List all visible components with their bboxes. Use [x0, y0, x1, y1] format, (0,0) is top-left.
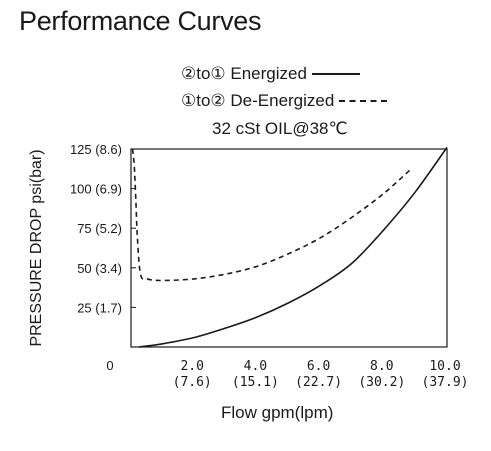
y-tick-label: 50 (3.4) — [77, 261, 122, 276]
series-line-energized — [138, 146, 448, 348]
y-tick-label: 100 (6.9) — [70, 182, 122, 197]
x-tick-label: 8.0 — [370, 359, 393, 374]
x-tick-sublabel: (15.1) — [232, 375, 279, 390]
legend-condition-note: 32 cSt OIL@38℃ — [212, 119, 348, 138]
legend-entry-de-energized: ①to② De-Energized — [181, 91, 491, 111]
series-line-de-energized — [131, 148, 413, 282]
y-tick-label: 25 (1.7) — [77, 300, 122, 315]
x-tick-sublabel: (30.2) — [358, 375, 405, 390]
x-tick-sublabel: (7.6) — [173, 375, 212, 390]
x-tick-label: 6.0 — [307, 359, 330, 374]
x-axis-label: Flow gpm(lpm) — [221, 403, 334, 422]
x-tick-label-zero: 0 — [106, 358, 113, 373]
x-tick-label: 2.0 — [180, 359, 203, 374]
y-tick-label: 125 (8.6) — [70, 142, 122, 157]
chart-title: Performance Curves — [19, 6, 262, 36]
x-tick-label: 10.0 — [429, 359, 460, 374]
x-tick-sublabel: (22.7) — [295, 375, 342, 390]
y-tick-label: 75 (5.2) — [77, 221, 122, 236]
legend-swatch-solid — [311, 72, 360, 75]
legend-entry-energized: ②to① Energized — [181, 64, 491, 84]
legend-label-de-energized: ①to② De-Energized — [181, 91, 335, 110]
plot-area — [130, 148, 448, 348]
legend-swatch-dashed — [339, 99, 388, 102]
x-tick-label: 4.0 — [244, 359, 267, 374]
legend-label-energized: ②to① Energized — [181, 64, 307, 83]
x-tick-sublabel: (37.9) — [422, 375, 469, 390]
